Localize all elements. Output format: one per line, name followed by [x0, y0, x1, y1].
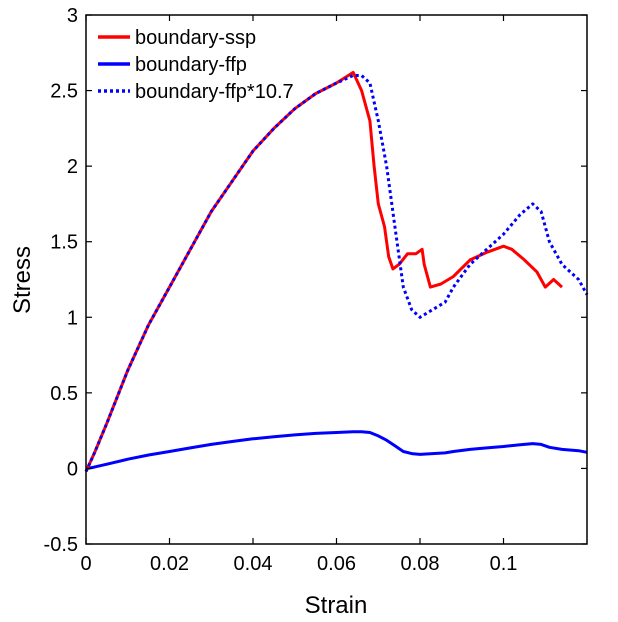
- y-axis-label: Stress: [9, 246, 36, 314]
- legend-label: boundary-ssp: [135, 27, 256, 49]
- y-tick-label: 3: [67, 5, 78, 27]
- x-tick-label: 0.1: [490, 553, 518, 575]
- y-tick-label: 0.5: [50, 383, 78, 405]
- y-tick-label: 2: [67, 156, 78, 178]
- legend: boundary-ssp boundary-ffp boundary-ffp*10.…: [98, 27, 294, 103]
- series-line-2: [84, 74, 589, 473]
- x-tick-label: 0.06: [317, 553, 356, 575]
- y-tick-label: -0.5: [44, 534, 78, 556]
- x-tick-label: 0.08: [401, 553, 440, 575]
- series-line-1: [85, 430, 588, 471]
- legend-label: boundary-ffp: [135, 54, 247, 76]
- x-tick-label: 0: [80, 553, 91, 575]
- plot-lines: [84, 70, 589, 473]
- y-tick-label: 1: [67, 307, 78, 329]
- legend-label: boundary-ffp*10.7: [135, 81, 294, 103]
- series-line-0: [84, 70, 564, 473]
- x-axis-label: Strain: [305, 592, 368, 619]
- x-tick-label: 0.04: [234, 553, 273, 575]
- x-tick-label: 0.02: [150, 553, 189, 575]
- y-tick-label: 1.5: [50, 232, 78, 254]
- ticks: 0 0.02 0.04 0.06 0.08 0.1-0.500.511.522.53: [44, 5, 587, 575]
- y-tick-label: 2.5: [50, 81, 78, 103]
- y-tick-label: 0: [67, 458, 78, 480]
